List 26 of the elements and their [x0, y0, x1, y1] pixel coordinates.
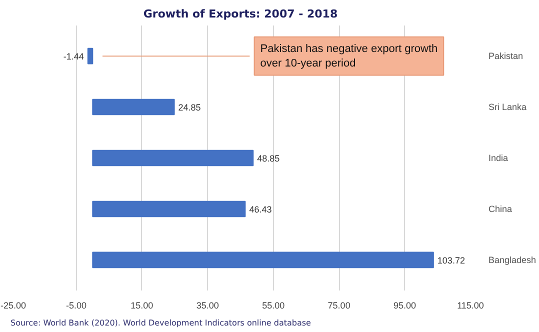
x-tick-label: 75.00	[328, 300, 350, 310]
bar	[92, 98, 175, 116]
x-tick-label: 15.00	[130, 300, 154, 310]
x-tick-label: -5.00	[66, 300, 86, 310]
x-tick-label: -25.00	[0, 300, 26, 310]
data-label: -1.44	[63, 52, 84, 62]
y-tick-label: India	[488, 153, 508, 163]
x-tick-label: 115.00	[457, 300, 484, 310]
x-tick-label: 35.00	[196, 300, 219, 310]
source-note: Source: World Bank (2020). World Development Indicators online database	[10, 318, 312, 328]
annotation: Pakistan has negative export growth over 10-year period	[260, 42, 438, 70]
bar	[87, 48, 94, 64]
data-label: 46.43	[249, 204, 272, 214]
chart-title: Growth of Exports: 2007 - 2018	[143, 8, 338, 20]
data-label: 103.72	[437, 255, 465, 266]
data-label: 48.85	[257, 154, 280, 164]
bar	[92, 200, 246, 218]
y-tick-label: China	[488, 204, 512, 214]
y-tick-label: Pakistan	[488, 51, 524, 62]
y-tick-label: Bangladesh	[488, 254, 536, 265]
bar	[92, 252, 434, 268]
x-tick-label: 55.00	[262, 300, 285, 310]
x-tick-label: 95.00	[394, 300, 416, 310]
bar	[92, 150, 254, 166]
data-label: 24.85	[178, 102, 201, 113]
y-tick-label: Sri Lanka	[488, 102, 527, 112]
